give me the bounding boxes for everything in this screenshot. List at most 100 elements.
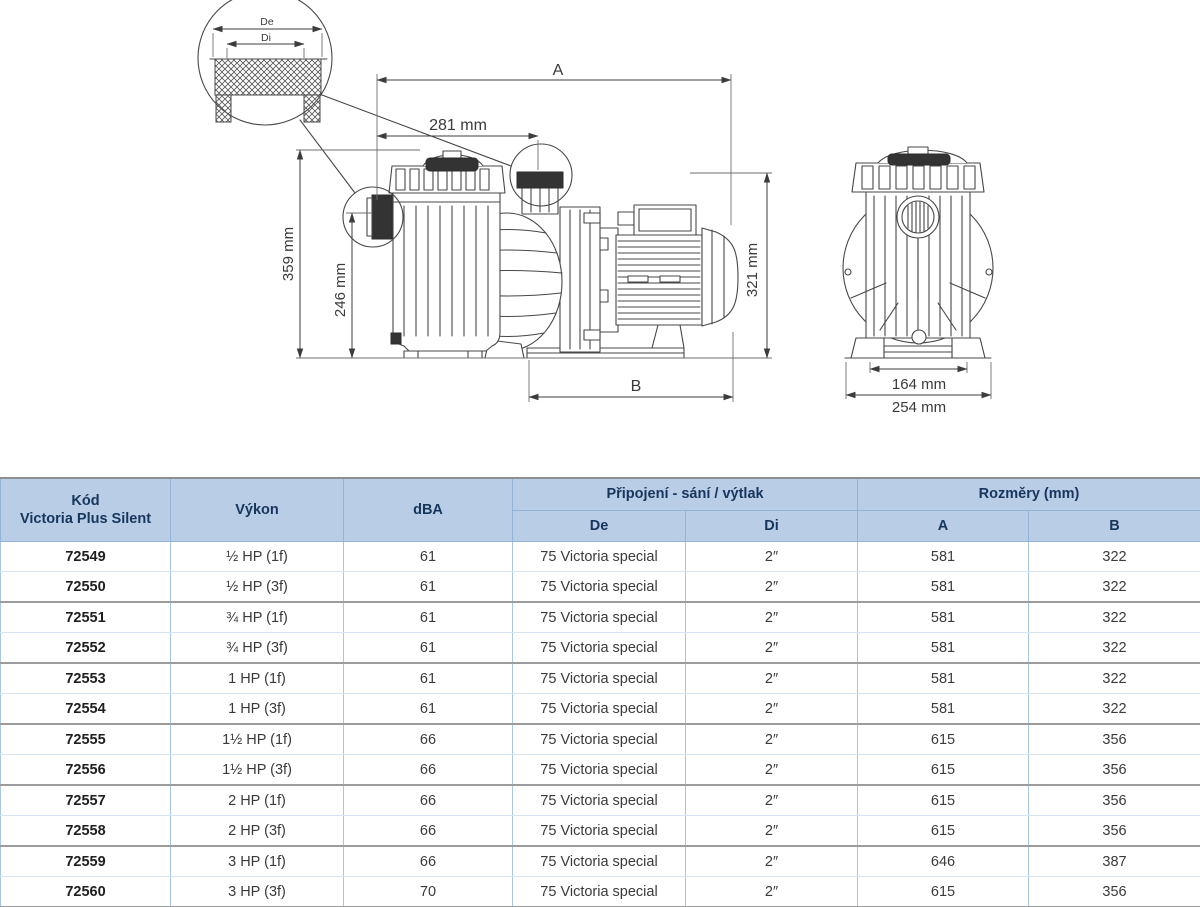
dim-label-246: 246 mm [332,263,349,317]
cell-vykon: ½ HP (1f) [170,541,344,572]
cell-de: 75 Victoria special [512,541,686,572]
dim-label-281: 281 mm [429,117,487,134]
cell-b: 322 [1028,663,1200,694]
cell-b: 322 [1028,541,1200,572]
front-view-dimensions: 164 mm 254 mm [845,362,992,416]
dim-label-254: 254 mm [892,399,946,416]
cell-vykon: ½ HP (3f) [170,571,344,603]
col-header-kod: Kód Victoria Plus Silent [0,477,171,542]
cell-dba: 66 [343,724,513,755]
cell-di: 2″ [684,754,859,786]
cell-a: 581 [857,632,1030,664]
cell-kod: 72555 [0,724,171,755]
spec-table-body: 72549 ½ HP (1f) 61 75 Victoria special 2″ 581… [0,541,1200,906]
table-row: 72554 1 HP (3f) 61 75 Victoria special 2″ 581… [0,693,1200,725]
cell-kod: 72553 [0,663,171,694]
spec-table-header: Kód Victoria Plus Silent Výkon dBA Připo… [0,477,1200,542]
cell-kod: 72551 [0,602,171,633]
cell-a: 581 [857,693,1030,725]
detail-view-coupling: De Di [197,0,333,126]
cell-kod: 72552 [0,632,171,664]
cell-dba: 70 [343,876,513,906]
dim-label-359: 359 mm [280,227,297,281]
cell-de: 75 Victoria special [512,602,686,633]
cell-kod: 72554 [0,693,171,725]
col-header-b: B [1028,510,1200,542]
cell-vykon: 3 HP (3f) [170,876,344,906]
leader-line-inlet [299,119,356,194]
cell-de: 75 Victoria special [512,815,686,847]
cell-dba: 61 [343,663,513,694]
cell-kod: 72549 [0,541,171,572]
cell-vykon: 1 HP (1f) [170,663,344,694]
dim-label-b: B [631,378,642,395]
cell-a: 581 [857,602,1030,633]
cell-vykon: 3 HP (1f) [170,846,344,877]
leader-line-outlet [321,94,512,167]
table-row: 72559 3 HP (1f) 66 75 Victoria special 2″ 646… [0,846,1200,877]
technical-drawing: De Di [197,0,994,416]
cell-a: 646 [857,846,1030,877]
cell-dba: 66 [343,846,513,877]
cell-b: 322 [1028,571,1200,603]
cell-dba: 66 [343,754,513,786]
cell-kod: 72556 [0,754,171,786]
col-header-a: A [857,510,1030,542]
table-row: 72549 ½ HP (1f) 61 75 Victoria special 2″ 581… [0,541,1200,572]
col-group-rozmery: Rozměry (mm) [857,477,1200,511]
callout-circle-outlet [509,143,573,207]
cell-de: 75 Victoria special [512,846,686,877]
cell-vykon: ¾ HP (3f) [170,632,344,664]
cell-b: 356 [1028,754,1200,786]
cell-b: 356 [1028,785,1200,816]
table-row: 72557 2 HP (1f) 66 75 Victoria special 2″ 615… [0,785,1200,816]
dim-label-de: De [260,16,274,28]
cell-dba: 61 [343,571,513,603]
dim-label-164: 164 mm [892,376,946,393]
cell-a: 615 [857,876,1030,906]
col-header-kod-line1: Kód [71,492,100,509]
cell-kod: 72558 [0,815,171,847]
table-row: 72558 2 HP (3f) 66 75 Victoria special 2″ 615… [0,815,1200,847]
table-row: 72560 3 HP (3f) 70 75 Victoria special 2″ 615… [0,876,1200,906]
pump-front-view [842,146,994,359]
cell-a: 581 [857,663,1030,694]
cell-b: 322 [1028,693,1200,725]
cell-b: 322 [1028,602,1200,633]
col-header-dba: dBA [343,477,513,542]
cell-vykon: 2 HP (3f) [170,815,344,847]
cell-di: 2″ [684,632,859,664]
cell-dba: 61 [343,602,513,633]
cell-de: 75 Victoria special [512,632,686,664]
col-header-vykon: Výkon [170,477,344,542]
cell-di: 2″ [684,724,859,755]
cell-de: 75 Victoria special [512,785,686,816]
cell-vykon: 1½ HP (3f) [170,754,344,786]
table-row: 72556 1½ HP (3f) 66 75 Victoria special 2″ 61… [0,754,1200,786]
cell-b: 356 [1028,815,1200,847]
pump-side-view [342,143,739,359]
side-view-dimensions: A 281 mm 359 mm 246 mm 321 mm B [280,62,772,402]
cell-de: 75 Victoria special [512,663,686,694]
cell-de: 75 Victoria special [512,693,686,725]
spec-table: Kód Victoria Plus Silent Výkon dBA Připo… [0,477,1200,906]
cell-di: 2″ [684,571,859,603]
col-header-kod-line2: Victoria Plus Silent [19,511,152,527]
cell-de: 75 Victoria special [512,876,686,906]
cell-di: 2″ [684,876,859,906]
cell-kod: 72560 [0,876,171,906]
cell-di: 2″ [684,785,859,816]
dim-label-a: A [553,62,564,79]
table-row: 72552 ¾ HP (3f) 61 75 Victoria special 2″ 581… [0,632,1200,664]
cell-vykon: ¾ HP (1f) [170,602,344,633]
cell-vykon: 1½ HP (1f) [170,724,344,755]
cell-kod: 72550 [0,571,171,603]
cell-a: 581 [857,571,1030,603]
cell-dba: 66 [343,815,513,847]
cell-di: 2″ [684,693,859,725]
cell-dba: 61 [343,693,513,725]
cell-b: 356 [1028,724,1200,755]
cell-de: 75 Victoria special [512,571,686,603]
cell-b: 322 [1028,632,1200,664]
cell-di: 2″ [684,541,859,572]
